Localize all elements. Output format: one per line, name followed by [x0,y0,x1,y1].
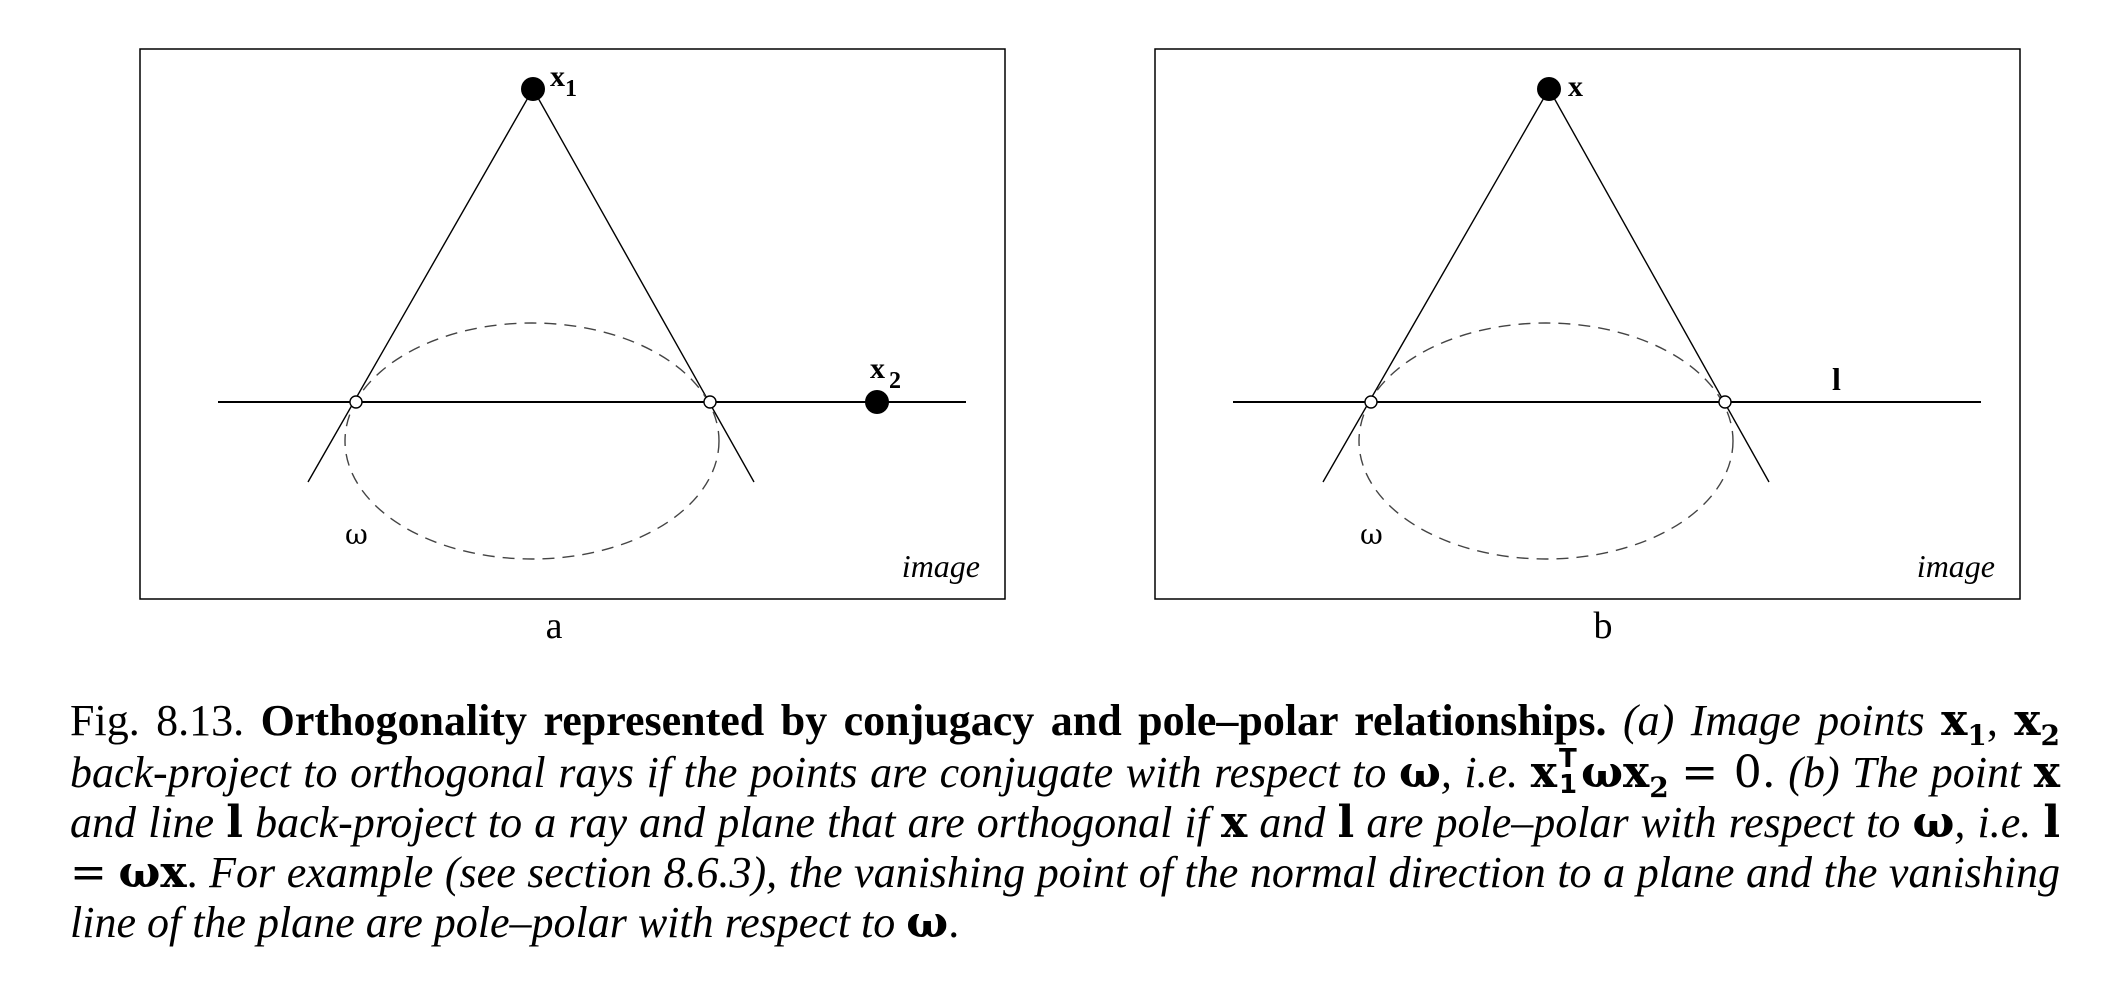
math-omega-3: ω [1912,797,1955,848]
caption-part-b-text: back-project to a ray and plane that are… [255,798,1209,847]
caption-ie-1: , i.e. [1440,748,1519,797]
math-l-3: l [2043,797,2061,848]
math-omega-1: ω [1398,747,1441,798]
figure-caption: Fig. 8.13. Orthogonality represented by … [70,696,2060,948]
math-comma: , [1986,696,1998,745]
ray-left-a [307,88,534,483]
math-equals: = [70,847,107,898]
label-x: x [1568,70,1583,103]
label-image-a: image [902,548,980,584]
math-l-1: l [226,797,243,848]
intersection-point-right-b [1718,395,1732,409]
caption-and-line: and line [70,798,215,847]
image-frame-a [139,48,1006,600]
math-omega-2: ω [1581,747,1623,798]
ray-right-a [532,88,755,483]
label-omega-a: ω [345,518,368,551]
caption-title: Orthogonality represented by conjugacy a… [260,696,1607,745]
caption-final-period: . [948,898,960,947]
caption-part-b-intro: (b) The point [1788,748,2022,797]
caption-pole-polar: are pole–polar with respect to [1366,798,1901,847]
panel-b: x l ω image b [1154,48,2021,647]
math-x1: x1 [1941,695,1987,752]
math-omega-4: ω [118,847,161,898]
point-x2 [865,390,889,414]
math-period-1: . [186,848,198,897]
figure-number: Fig. 8.13. [70,696,245,745]
math-x-2: x [1221,797,1248,848]
ray-right-b [1548,88,1770,483]
panel-label-a: a [546,605,563,647]
caption-and: and [1259,798,1326,847]
intersection-point-left-a [349,395,363,409]
conic-omega-b [1358,322,1734,560]
math-eq-zero: = 0. [1681,747,1776,798]
point-x [1537,77,1561,101]
label-image-b: image [1917,548,1995,584]
caption-example-text: For example (see section 8.6.3), the van… [70,848,2061,947]
math-x-3: x [160,847,187,898]
intersection-point-right-a [703,395,717,409]
conic-omega-a [344,322,720,560]
ray-left-b [1322,88,1550,483]
math-omega-5: ω [906,897,949,948]
intersection-point-left-b [1364,395,1378,409]
caption-part-a-intro: (a) Image points [1622,696,1925,745]
label-x1: x1 [550,60,577,102]
math-x2: x2 [2014,695,2061,752]
panel-label-b: b [1594,605,1613,647]
math-l-2: l [1337,797,1355,848]
math-x-1: x [2033,747,2061,798]
image-frame-b [1154,48,2021,600]
label-omega-b: ω [1360,518,1383,551]
label-l: l [1832,361,1841,397]
math-x2-b: x2 [1623,747,1669,804]
caption-ie-2: , i.e. [1954,798,2032,847]
caption-part-a-text: back-project to orthogonal rays if the p… [70,748,1387,797]
point-x1 [521,77,545,101]
